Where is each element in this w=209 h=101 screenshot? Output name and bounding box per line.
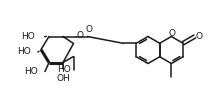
Text: HO: HO	[57, 65, 70, 74]
Text: OH: OH	[56, 74, 70, 83]
Text: O: O	[76, 32, 84, 41]
Text: HO: HO	[17, 47, 31, 56]
Text: O: O	[195, 32, 202, 41]
Text: O: O	[85, 25, 92, 34]
Text: O: O	[169, 28, 176, 37]
Text: HO: HO	[24, 67, 38, 76]
Text: HO: HO	[21, 32, 35, 41]
